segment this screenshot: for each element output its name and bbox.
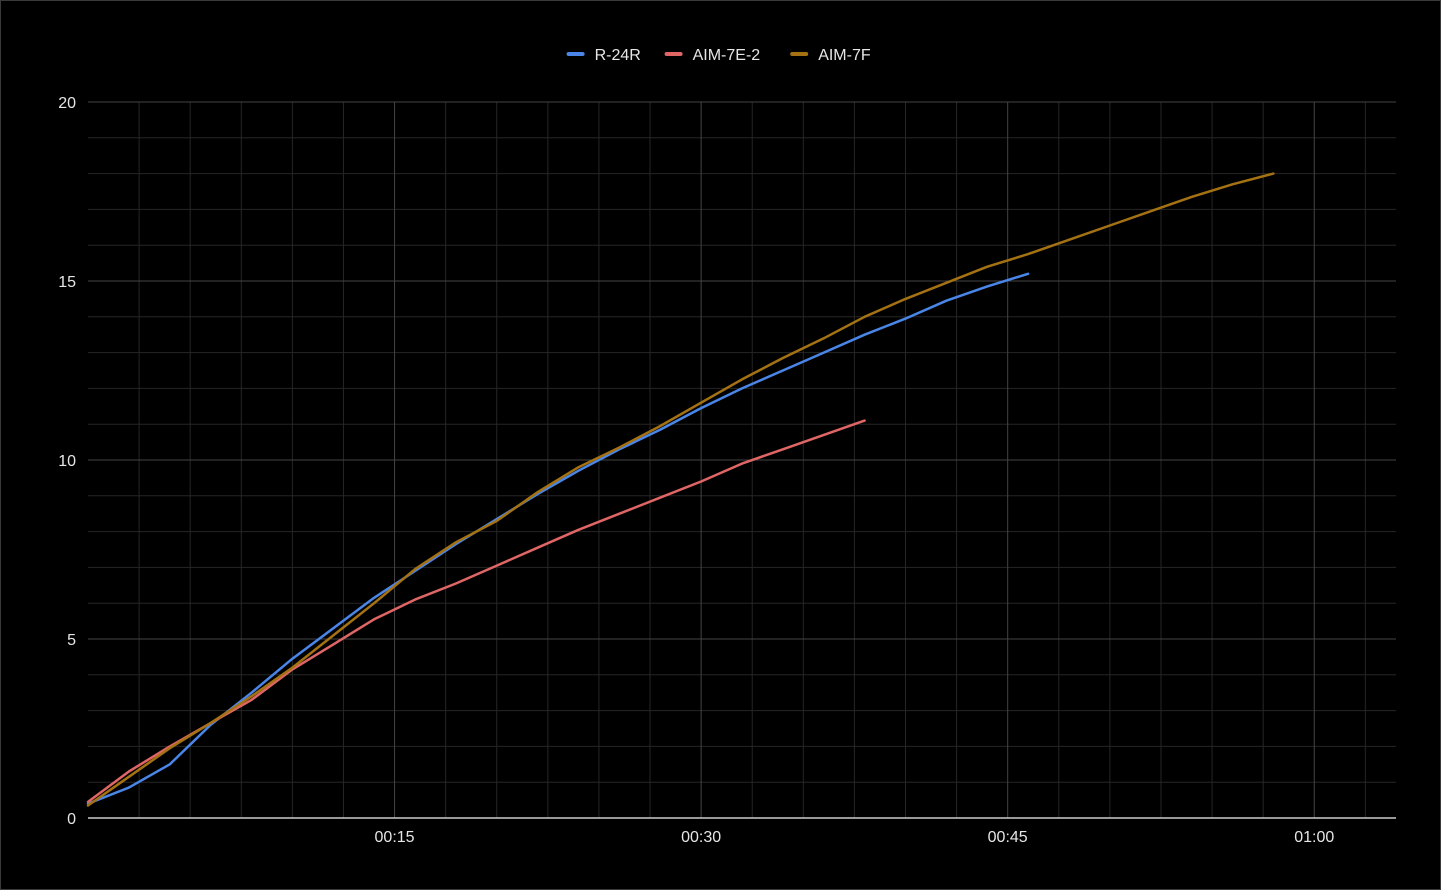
y-tick-label: 20: [58, 95, 76, 112]
legend[interactable]: R-24R AIM-7E-2 AIM-7F: [566, 47, 871, 64]
x-tick-label: 00:15: [375, 829, 415, 846]
legend-label: AIM-7E-2: [693, 47, 761, 64]
legend-item[interactable]: AIM-7E-2: [664, 47, 761, 64]
legend-item[interactable]: AIM-7F: [790, 47, 871, 64]
y-tick-label: 0: [67, 811, 76, 828]
series-line-aim-7f[interactable]: [86, 172, 1275, 807]
legend-label: AIM-7F: [818, 47, 871, 64]
y-tick-label: 15: [58, 274, 76, 291]
series-line-r-24r[interactable]: [86, 272, 1030, 805]
series-line-aim-7e-2[interactable]: [86, 419, 866, 804]
major-gridlines: [88, 101, 1396, 818]
series-layer: [86, 172, 1275, 807]
legend-swatch: [664, 52, 683, 56]
x-tick-label: 01:00: [1294, 829, 1334, 846]
x-axis-ticks: 00:15 00:30 00:45 01:00: [375, 829, 1335, 846]
y-tick-label: 5: [67, 632, 76, 649]
legend-swatch: [790, 52, 809, 56]
x-tick-label: 00:45: [988, 829, 1028, 846]
y-axis-ticks: 0 5 10 15 20: [58, 95, 76, 828]
y-tick-label: 10: [58, 453, 76, 470]
legend-item[interactable]: R-24R: [566, 47, 641, 64]
x-tick-label: 00:30: [681, 829, 721, 846]
legend-swatch: [566, 52, 585, 56]
legend-label: R-24R: [595, 47, 641, 64]
